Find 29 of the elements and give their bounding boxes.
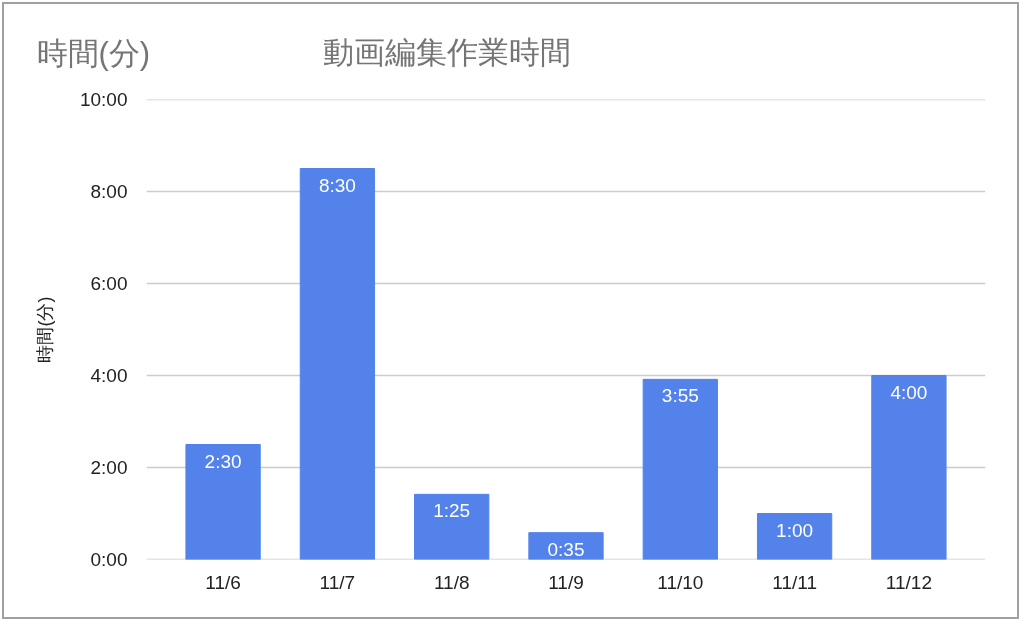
data-label: 1:25 [433, 500, 471, 522]
data-label: 0:35 [547, 538, 585, 560]
x-tick-label: 11/9 [548, 571, 584, 593]
y-tick-label: 0:00 [90, 549, 128, 570]
data-label: 4:00 [890, 381, 928, 403]
data-label: 1:00 [776, 519, 814, 541]
bar [871, 375, 947, 560]
bar [414, 493, 490, 560]
data-label: 8:30 [318, 174, 356, 196]
x-tick-label: 11/11 [772, 571, 817, 593]
x-tick-label: 11/8 [433, 571, 470, 593]
chart-title: 動画編集作業時間 [322, 34, 571, 70]
text: 時間(分) [36, 35, 151, 71]
y-tick-label: 4:00 [90, 365, 128, 386]
x-tick-label: 11/7 [319, 571, 356, 593]
bar [756, 513, 833, 560]
bar [299, 168, 376, 560]
y-tick-label: 10:00 [79, 89, 128, 110]
y-tick-label: 8:00 [90, 181, 128, 202]
x-tick-label: 11/10 [657, 571, 704, 593]
y-axis-title: 時間(分) [34, 296, 55, 363]
data-label: 2:30 [204, 450, 242, 472]
y-tick-label: 6:00 [90, 273, 128, 294]
y-tick-label: 2:00 [90, 457, 128, 478]
data-label: 3:55 [661, 385, 699, 407]
bar [185, 444, 261, 560]
bar [642, 378, 718, 560]
x-tick-label: 11/12 [885, 571, 932, 593]
x-tick-label: 11/6 [205, 571, 241, 593]
